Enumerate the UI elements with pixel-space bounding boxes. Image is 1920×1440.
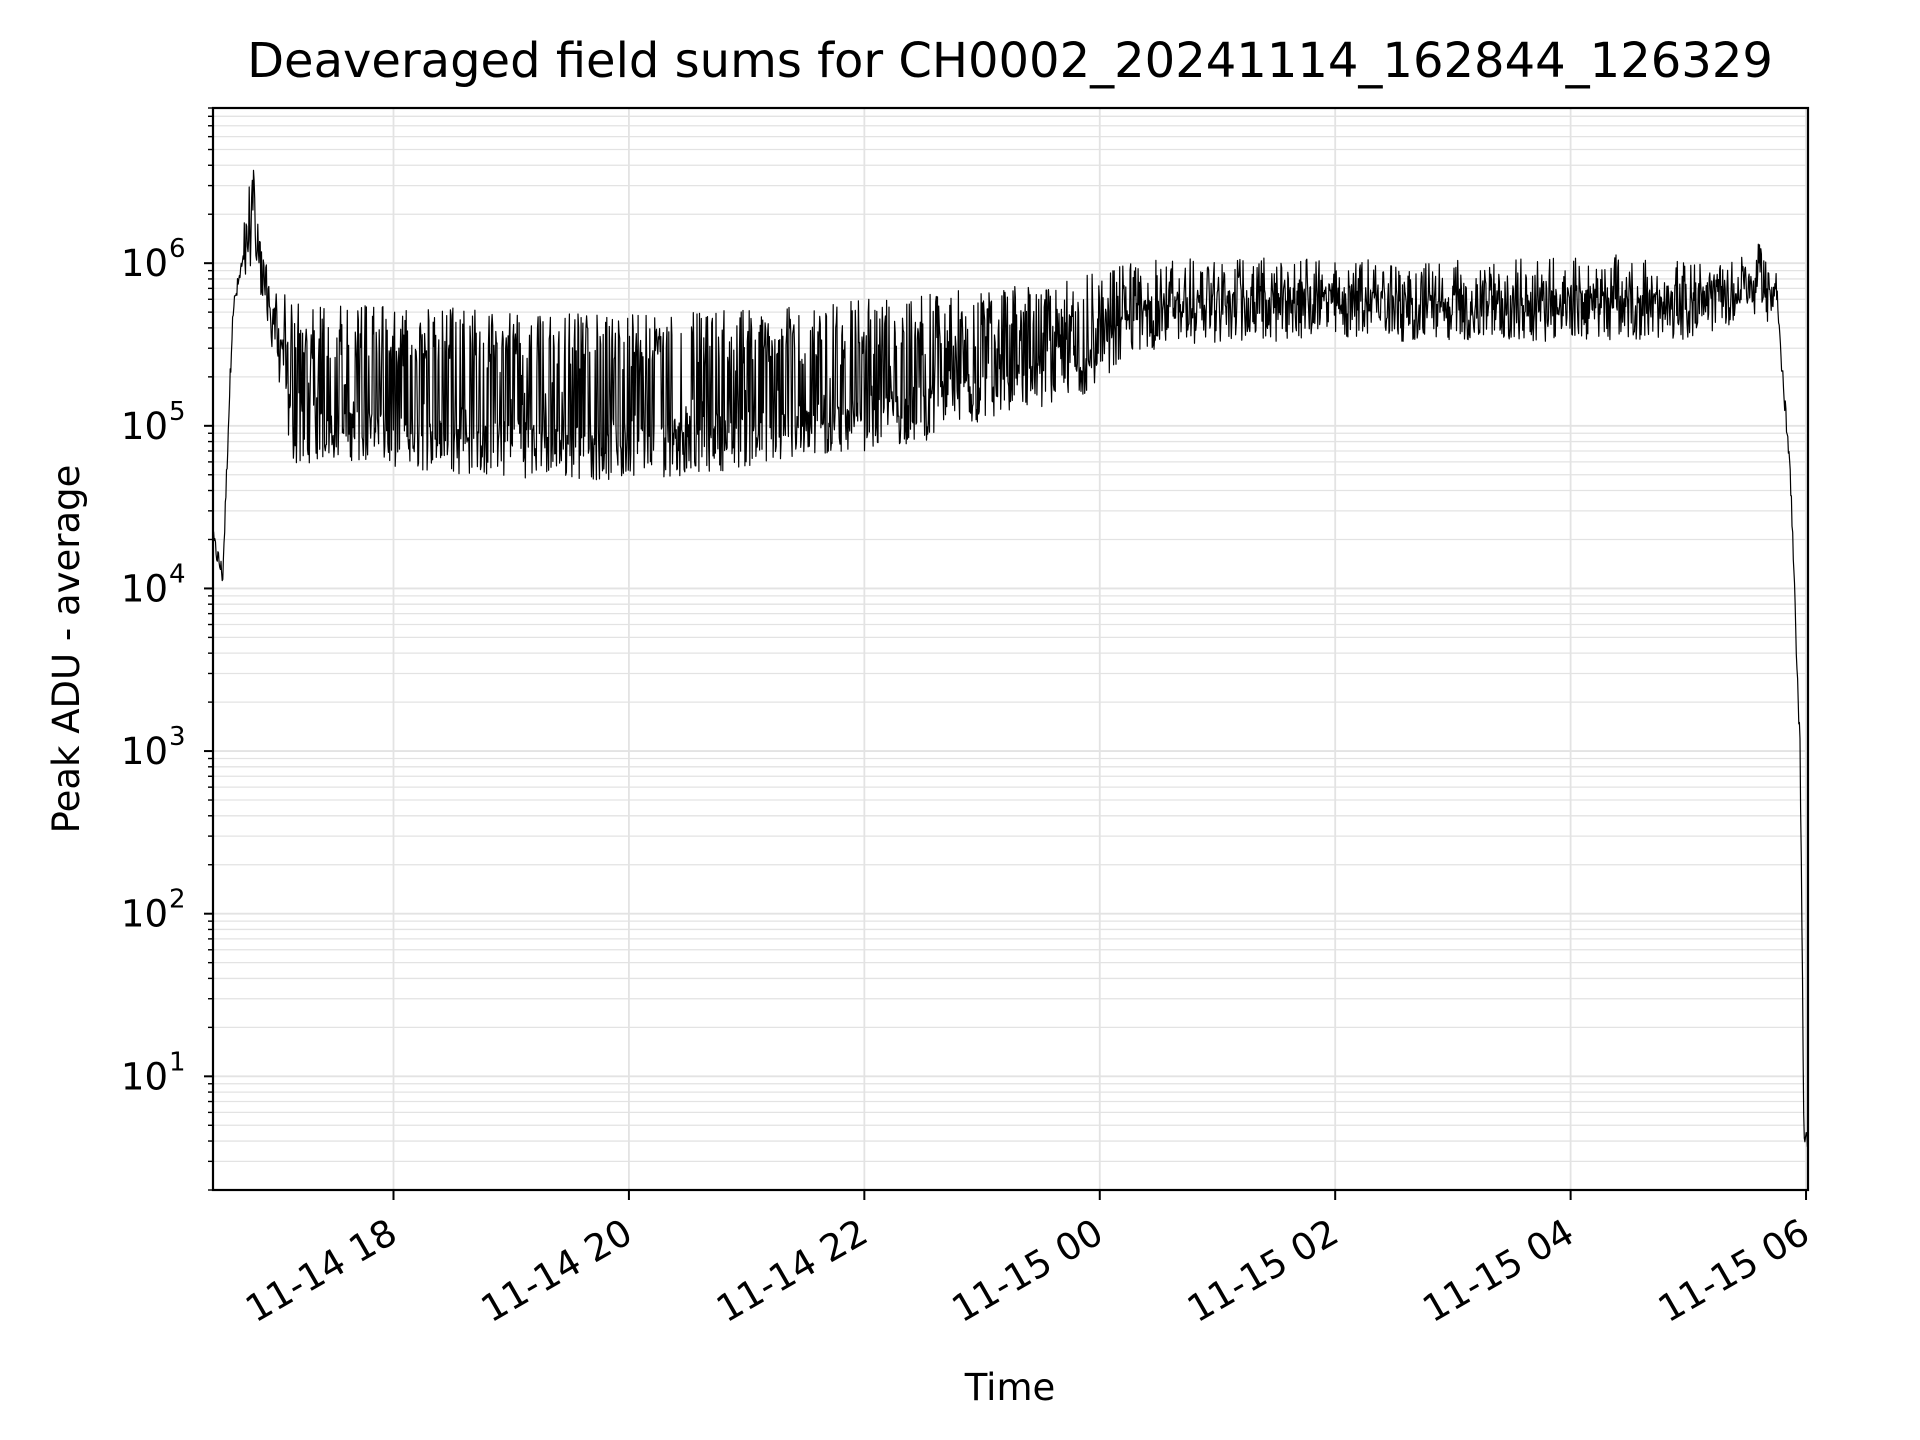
y-tick-label-group: 10 6 <box>121 234 186 285</box>
y-tick-label: 10 <box>121 242 168 285</box>
y-tick-label-group: 10 4 <box>121 559 186 610</box>
y-tick-label-group: 10 1 <box>121 1047 186 1098</box>
y-tick-exponent: 2 <box>169 885 186 915</box>
y-tick-label: 10 <box>121 405 168 448</box>
x-tick-label: 11-14 20 <box>474 1211 640 1331</box>
x-tick-label: 11-14 18 <box>238 1211 404 1331</box>
x-tick-label: 11-15 02 <box>1180 1211 1346 1331</box>
grid <box>213 107 1808 1191</box>
x-tick-label: 11-14 22 <box>709 1211 875 1331</box>
y-tick-label: 10 <box>121 893 168 936</box>
y-tick-label-group: 10 5 <box>121 397 186 448</box>
y-tick-exponent: 3 <box>169 722 186 752</box>
data-series <box>212 169 1809 1148</box>
y-tick-exponent: 4 <box>169 559 186 589</box>
y-tick-exponent: 5 <box>169 397 186 427</box>
y-tick-label: 10 <box>121 730 168 773</box>
series-line <box>212 169 1809 1148</box>
chart-title: Deaveraged field sums for CH0002_2024111… <box>247 33 1773 89</box>
x-tick-label: 11-15 04 <box>1416 1211 1582 1331</box>
plot-frame <box>211 106 1810 1192</box>
x-axis-ticks: 11-14 18 11-14 20 11-14 22 11-15 00 11-15 02… <box>238 1190 1817 1331</box>
y-tick-label: 10 <box>121 567 168 610</box>
x-tick-label: 11-15 00 <box>945 1211 1111 1331</box>
x-tick-label: 11-15 06 <box>1651 1211 1817 1331</box>
y-axis-label: Peak ADU - average <box>45 465 88 834</box>
y-tick-label-group: 10 2 <box>121 885 186 936</box>
y-tick-exponent: 6 <box>169 234 186 264</box>
x-axis-label: Time <box>964 1366 1056 1409</box>
y-tick-exponent: 1 <box>169 1047 186 1077</box>
y-tick-label-group: 10 3 <box>121 722 186 773</box>
y-tick-label: 10 <box>121 1055 168 1098</box>
